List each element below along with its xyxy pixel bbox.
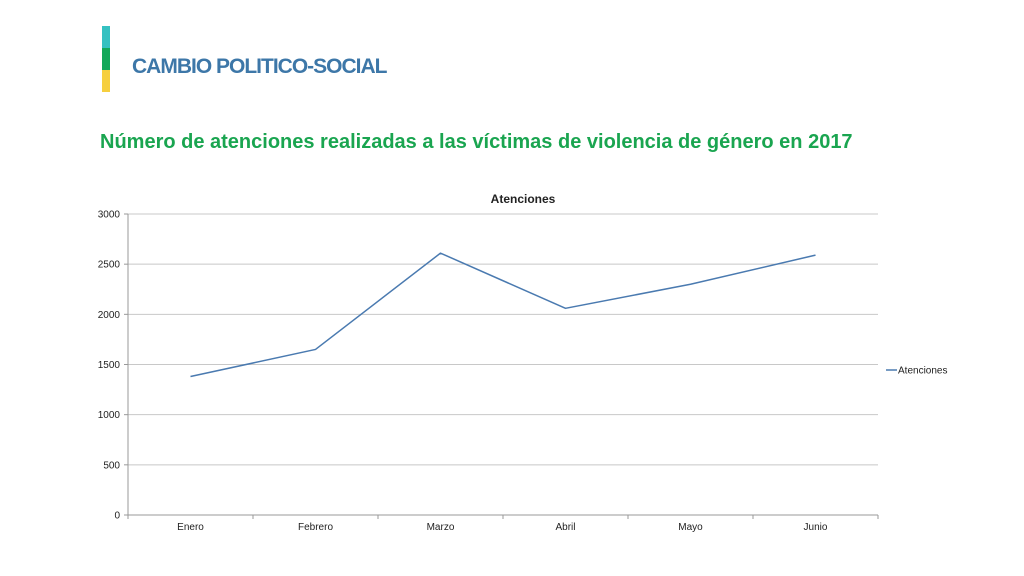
y-tick-label: 0 [114,511,120,522]
section-title: CAMBIO POLITICO-SOCIAL [132,55,387,78]
accent-bar-yellow [102,70,110,92]
x-tick-label: Marzo [427,522,455,533]
x-tick-label: Junio [804,522,828,533]
x-axis-ticks: Enero Febrero Marzo Abril Mayo Junio [127,515,879,533]
x-tick-label: Febrero [298,522,333,533]
legend: Atenciones [886,366,947,377]
y-tick-label: 2000 [98,310,121,321]
x-tick-label: Mayo [678,522,703,533]
series-layer [190,252,816,378]
accent-bar-green [102,48,110,70]
grid-lines [128,213,878,516]
x-tick-label: Abril [555,522,575,533]
y-axis-ticks: 0 500 1000 1500 2000 2500 3000 [98,210,128,522]
y-tick-label: 1500 [98,360,121,371]
legend-label: Atenciones [898,366,947,377]
series-line [190,252,816,378]
x-tick-label: Enero [177,522,204,533]
chart-title: Atenciones [491,192,556,206]
accent-bar-teal [102,26,110,48]
y-tick-label: 1000 [98,410,121,421]
y-tick-label: 3000 [98,210,121,221]
y-tick-label: 2500 [98,260,121,271]
page-heading: Número de atenciones realizadas a las ví… [100,131,853,153]
y-tick-label: 500 [103,460,120,471]
